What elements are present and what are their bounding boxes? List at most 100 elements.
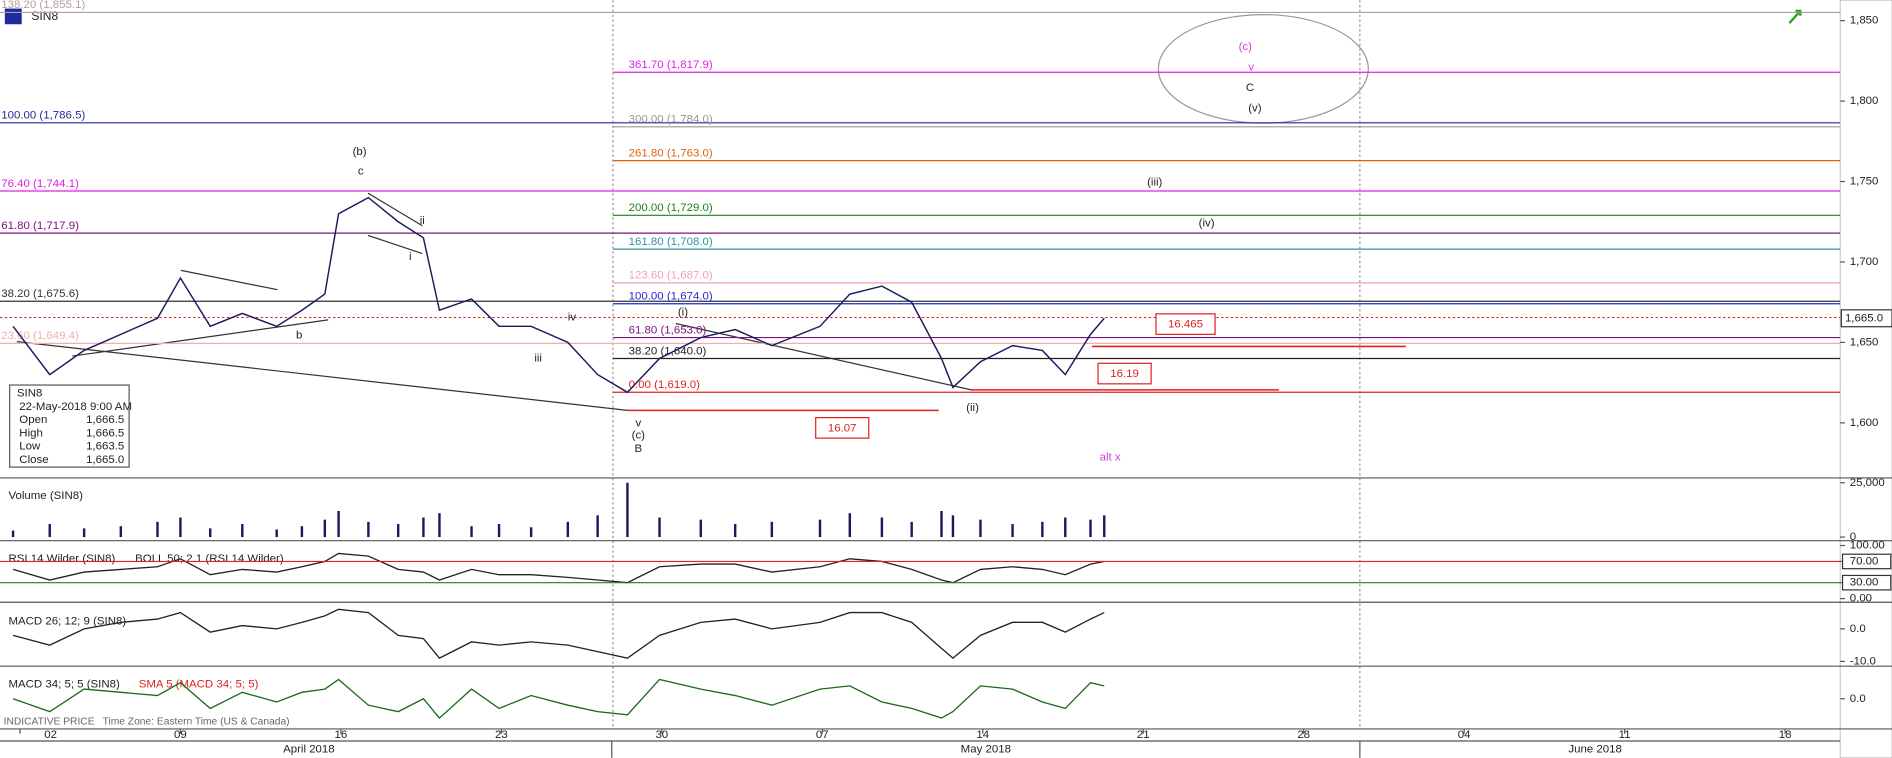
volume-bar bbox=[300, 526, 304, 538]
month-label: May 2018 bbox=[961, 743, 1011, 755]
fib-label: 100.00 (1,786.5) bbox=[1, 110, 85, 122]
volume-bar bbox=[209, 528, 212, 538]
y-tick-label: -10.0 bbox=[1850, 655, 1876, 667]
x-tick-label: 04 bbox=[1458, 729, 1471, 741]
fib-label: 38.20 (1,675.6) bbox=[1, 288, 79, 300]
month-label: April 2018 bbox=[283, 743, 335, 755]
info-box bbox=[9, 384, 130, 468]
x-tick-label: 07 bbox=[816, 729, 829, 741]
volume-bar bbox=[1041, 521, 1044, 538]
fib-label: 38.20 (1,640.0) bbox=[629, 345, 707, 357]
last-price-box bbox=[1840, 309, 1892, 328]
x-tick-label: 23 bbox=[495, 729, 508, 741]
box bbox=[1097, 362, 1152, 385]
fib-label: 300.00 (1,784.0) bbox=[629, 114, 713, 126]
wave-label: iii bbox=[534, 353, 542, 365]
volume-bar bbox=[1103, 515, 1106, 538]
symbol-title[interactable]: SIN8 bbox=[31, 9, 58, 23]
volume-bar bbox=[566, 521, 570, 538]
ellipse-label: (c) bbox=[1239, 41, 1253, 53]
volume-bar bbox=[910, 521, 913, 538]
price-type: INDICATIVE PRICE bbox=[4, 716, 95, 727]
info-value: 1,663.5 bbox=[86, 441, 124, 453]
info-key: Close bbox=[19, 454, 48, 466]
volume-bar bbox=[1089, 519, 1092, 538]
volume-bar bbox=[733, 524, 737, 538]
volume-bar bbox=[119, 526, 123, 538]
fib-label: 261.80 (1,763.0) bbox=[629, 147, 713, 159]
volume-bar bbox=[880, 517, 884, 538]
x-tick-label: 18 bbox=[1779, 729, 1792, 741]
alt-label: alt x bbox=[1100, 451, 1121, 463]
panel-title[interactable]: BOLL 50; 2.1 (RSI 14 Wilder) bbox=[135, 553, 284, 565]
wave-label: (c) bbox=[632, 430, 646, 442]
fib-label: 161.80 (1,708.0) bbox=[629, 236, 713, 248]
wave-label: (iii) bbox=[1147, 176, 1162, 188]
fib-label: 76.40 (1,744.1) bbox=[1, 178, 79, 190]
info-symbol: SIN8 bbox=[17, 388, 42, 400]
fib-label: 61.80 (1,653.0) bbox=[629, 324, 707, 336]
wave-label: (ii) bbox=[966, 402, 979, 414]
volume-bar bbox=[626, 482, 629, 538]
box-label: 16.07 bbox=[828, 423, 857, 435]
y-tick-label: 1,650 bbox=[1850, 336, 1879, 348]
volume-bar bbox=[529, 527, 533, 538]
x-tick-label: 14 bbox=[976, 729, 989, 741]
y-tick-label: 1,850 bbox=[1850, 15, 1879, 27]
y-tick-label: 30.00 bbox=[1850, 577, 1879, 589]
volume-bar bbox=[396, 524, 400, 538]
box bbox=[815, 417, 870, 439]
volume-bar bbox=[940, 511, 943, 538]
macd2-line bbox=[12, 678, 1105, 720]
y-tick-label: 0 bbox=[1850, 531, 1856, 543]
box-label: 16.465 bbox=[1168, 319, 1203, 331]
wave-label: v bbox=[635, 418, 641, 430]
panel-title[interactable]: Volume (SIN8) bbox=[8, 490, 83, 502]
volume-bar bbox=[1011, 524, 1014, 538]
trend-lines bbox=[16, 192, 972, 411]
panel-title[interactable]: MACD 34; 5; 5 (SIN8) bbox=[8, 678, 120, 690]
volume-bar bbox=[179, 517, 182, 538]
y-tick-label: 1,600 bbox=[1850, 417, 1879, 429]
y-tick-label: 1,750 bbox=[1850, 176, 1879, 188]
info-value: 1,666.5 bbox=[86, 414, 124, 426]
y-tick-label: 0.00 bbox=[1850, 593, 1872, 605]
box-label: 16.19 bbox=[1110, 368, 1139, 380]
fib-label: 138.20 (1,855.1) bbox=[1, 0, 85, 11]
fib-label: 100.00 (1,674.0) bbox=[629, 291, 713, 303]
panel-title[interactable]: RSI 14 Wilder (SIN8) bbox=[8, 553, 115, 565]
wave-label: i bbox=[409, 251, 412, 263]
wave-label: ii bbox=[420, 215, 425, 227]
panel-title[interactable]: SMA 5 (MACD 34; 5; 5) bbox=[139, 678, 259, 690]
wave-label: (iv) bbox=[1199, 217, 1215, 229]
volume-bar bbox=[275, 529, 278, 538]
ellipse-label: v bbox=[1248, 62, 1254, 74]
volume-bar bbox=[470, 526, 473, 538]
info-value: 1,666.5 bbox=[86, 427, 124, 439]
panel-title[interactable]: MACD 26; 12; 9 (SIN8) bbox=[8, 616, 126, 628]
volume-bar bbox=[848, 513, 852, 538]
wave-label: b bbox=[296, 330, 302, 342]
y-tick-label: 70.00 bbox=[1850, 555, 1879, 567]
wave-label: B bbox=[634, 443, 642, 455]
info-time: 22-May-2018 9:00 AM bbox=[19, 401, 132, 413]
price-axis bbox=[1839, 0, 1892, 758]
volume-bar bbox=[422, 517, 425, 538]
wave-label: c bbox=[358, 165, 364, 177]
fib-label: 200.00 (1,729.0) bbox=[629, 202, 713, 214]
volume-bar bbox=[156, 521, 159, 538]
box bbox=[1155, 313, 1216, 335]
volume-bar bbox=[770, 521, 774, 538]
volume-bar bbox=[438, 513, 441, 538]
x-tick-label: 09 bbox=[174, 729, 187, 741]
wave-label: (i) bbox=[678, 307, 688, 319]
tick-box bbox=[1841, 574, 1892, 591]
last-price-label: 1,665.0 bbox=[1845, 312, 1883, 324]
volume-bar bbox=[979, 519, 982, 538]
fib-label: 361.70 (1,817.9) bbox=[629, 59, 713, 71]
ellipse-label: (v) bbox=[1248, 103, 1262, 115]
volume-bar bbox=[951, 515, 955, 538]
month-label: June 2018 bbox=[1568, 743, 1622, 755]
